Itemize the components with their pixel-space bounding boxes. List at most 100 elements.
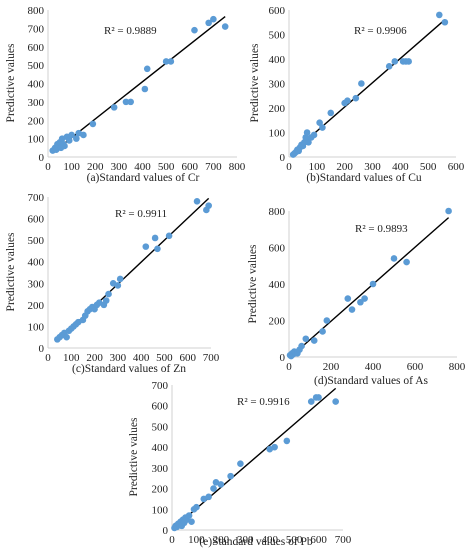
x-tick-label: 0	[286, 161, 292, 173]
data-point	[185, 512, 193, 519]
data-point	[205, 202, 212, 209]
data-point	[193, 198, 201, 205]
data-point	[303, 129, 311, 136]
data-point	[385, 63, 393, 70]
data-point	[310, 337, 318, 344]
x-axis-title: (a)Standard values of Cr	[87, 172, 200, 184]
y-tick-label: 0	[163, 525, 169, 537]
data-point	[221, 23, 229, 30]
y-tick-label: 500	[28, 235, 45, 247]
y-tick-label: 0	[280, 152, 286, 164]
data-point	[358, 80, 365, 87]
y-tick-label: 500	[269, 30, 286, 42]
data-point	[298, 342, 305, 350]
y-tick-label: 500	[152, 421, 169, 433]
x-axis-title: (d)Standard values of As	[314, 375, 429, 387]
x-tick-label: 600	[310, 534, 327, 546]
data-point	[319, 328, 326, 335]
x-tick-label: 100	[188, 534, 205, 546]
r-squared-label: R² = 0.9893	[355, 223, 408, 235]
x-tick-label: 200	[336, 161, 353, 173]
data-point	[143, 65, 151, 73]
data-point	[323, 317, 331, 324]
y-tick-label: 300	[269, 79, 286, 91]
data-point	[344, 97, 351, 104]
x-tick-label: 600	[182, 161, 199, 173]
data-point	[310, 131, 318, 139]
y-tick-label: 100	[28, 134, 45, 146]
y-tick-label: 0	[280, 352, 286, 364]
y-tick-label: 600	[269, 243, 286, 255]
x-tick-label: 0	[45, 352, 51, 364]
data-point	[63, 333, 70, 341]
y-tick-label: 300	[152, 463, 169, 475]
y-tick-label: 700	[28, 23, 45, 35]
data-point	[89, 120, 97, 128]
data-point	[210, 15, 217, 23]
y-axis-title: Predictive values	[5, 43, 17, 122]
y-tick-label: 200	[28, 300, 45, 312]
x-tick-label: 600	[407, 361, 424, 373]
x-tick-label: 700	[203, 352, 220, 364]
data-point	[217, 481, 225, 488]
y-tick-label: 300	[28, 278, 45, 290]
data-point	[283, 437, 291, 445]
data-point	[352, 94, 360, 102]
data-point	[165, 232, 173, 240]
data-point	[114, 282, 122, 289]
data-point	[305, 139, 312, 146]
data-point	[80, 131, 87, 139]
data-point	[127, 98, 134, 106]
x-axis-title: (b)Standard values of Cu	[306, 172, 422, 184]
y-tick-label: 200	[269, 316, 286, 328]
y-axis-title: Predictive values	[5, 232, 17, 311]
data-point	[348, 306, 356, 313]
x-tick-label: 500	[286, 534, 303, 546]
data-point	[65, 137, 73, 144]
data-point	[369, 280, 377, 288]
data-point	[315, 394, 322, 401]
x-tick-label: 300	[237, 534, 254, 546]
data-point	[210, 485, 217, 492]
y-tick-label: 500	[28, 60, 45, 72]
x-tick-label: 800	[229, 161, 246, 173]
trendline	[292, 19, 446, 153]
x-tick-label: 400	[365, 361, 382, 373]
y-tick-label: 100	[152, 504, 169, 516]
y-tick-label: 400	[28, 257, 45, 269]
y-tick-label: 100	[269, 128, 286, 140]
data-point	[205, 493, 212, 501]
x-tick-label: 400	[392, 161, 409, 173]
chart-panel-1: 0 100 200 300 400 500 600 700 800 0 100 200 300 400 50…	[5, 5, 246, 184]
y-tick-label: 400	[269, 54, 286, 66]
y-axis-title: Predictive values	[247, 244, 259, 323]
x-tick-label: 400	[261, 534, 278, 546]
data-point	[188, 518, 195, 526]
data-point	[227, 472, 234, 480]
r-squared-label: R² = 0.9906	[354, 25, 407, 37]
x-tick-label: 300	[111, 161, 128, 173]
trendline	[173, 387, 337, 528]
data-point	[237, 460, 244, 468]
y-tick-label: 300	[28, 97, 45, 109]
data-point	[73, 135, 80, 142]
x-tick-label: 700	[205, 161, 222, 173]
x-axis-title: (c)Standard values of Zn	[72, 363, 186, 375]
data-point	[167, 58, 175, 65]
data-point	[116, 275, 124, 283]
chart-panel-4: 0 200 400 600 800 0 200 400 600 800 R² = 0.9893 (d)…	[247, 206, 466, 387]
y-axis-title: Predictive values	[249, 43, 261, 122]
trendline	[52, 15, 226, 154]
y-tick-label: 600	[152, 401, 169, 413]
x-tick-label: 500	[420, 161, 437, 173]
data-point	[191, 26, 198, 34]
chart-panel-3: 0 100 200 300 400 500 600 700 0 100 200 300 400 500 60…	[5, 192, 220, 375]
data-point	[390, 255, 398, 262]
y-tick-label: 600	[28, 214, 45, 226]
x-tick-label: 0	[286, 361, 292, 373]
data-point	[271, 443, 278, 451]
y-tick-label: 0	[39, 152, 45, 164]
x-tick-label: 400	[133, 352, 150, 364]
data-point	[441, 18, 449, 26]
r-squared-label: R² = 0.9916	[237, 396, 290, 408]
